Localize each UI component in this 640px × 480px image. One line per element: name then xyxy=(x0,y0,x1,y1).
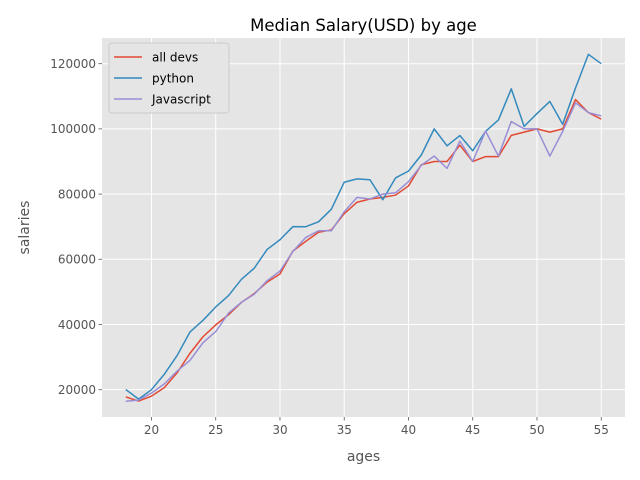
y-tick-label: 20000 xyxy=(58,383,96,397)
series-line-python xyxy=(125,53,602,400)
grid-lines xyxy=(102,38,625,417)
y-tick-label: 100000 xyxy=(50,122,96,136)
legend-label: all devs xyxy=(152,51,198,65)
series-lines xyxy=(125,53,602,403)
y-axis-ticks: 20000 40000 60000 80000 100000 120000 xyxy=(50,57,102,397)
chart-title: Median Salary(USD) by age xyxy=(250,16,477,35)
x-tick-label: 50 xyxy=(529,423,544,437)
legend-label: Javascript xyxy=(151,93,211,107)
y-tick-label: 80000 xyxy=(58,187,96,201)
legend: all devs python Javascript xyxy=(108,42,230,114)
y-axis-label: salaries xyxy=(17,201,33,255)
x-tick-label: 20 xyxy=(144,423,159,437)
x-axis-ticks: 20 25 30 35 40 45 50 55 xyxy=(144,417,609,437)
x-axis-label: ages xyxy=(347,449,380,465)
y-tick-label: 40000 xyxy=(58,318,96,332)
x-tick-label: 55 xyxy=(594,423,609,437)
x-tick-label: 35 xyxy=(337,423,352,437)
x-tick-label: 25 xyxy=(208,423,223,437)
x-tick-label: 40 xyxy=(401,423,416,437)
y-tick-label: 120000 xyxy=(50,57,96,71)
series-line-all-devs xyxy=(125,98,602,402)
y-tick-label: 60000 xyxy=(58,253,96,267)
series-line-javascript xyxy=(125,102,602,403)
legend-box xyxy=(108,42,230,114)
x-tick-label: 30 xyxy=(272,423,287,437)
legend-label: python xyxy=(152,72,194,86)
x-tick-label: 45 xyxy=(465,423,480,437)
